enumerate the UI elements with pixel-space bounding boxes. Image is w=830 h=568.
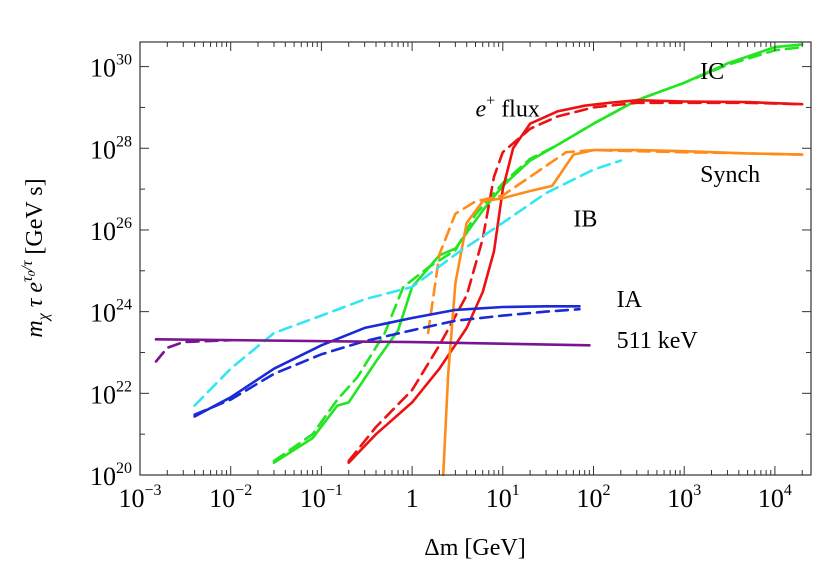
y-label-exp-tau: /τ: [19, 259, 36, 271]
x-tick-label: 101: [486, 482, 520, 513]
y-label-exp-tau0: τ: [19, 275, 36, 282]
series-ia-dash-line: [193, 307, 581, 416]
label-line511: 511 keV: [617, 328, 699, 354]
series-positron-dash-line: [347, 101, 804, 463]
series-ib-line: [193, 159, 623, 407]
label-ia: IA: [617, 287, 643, 313]
x-axis-label: Δm [GeV]: [424, 535, 525, 561]
y-label-e: e: [22, 282, 48, 293]
tick-labels: 10−3 10−2 10−1 1 101 102 103 104 1020 1022 1024 102…: [90, 52, 792, 513]
series-ia-line: [193, 305, 581, 418]
x-tick-label: 103: [667, 482, 701, 513]
y-label-exp-sub: 0: [26, 270, 38, 276]
label-ic: IC: [700, 59, 724, 85]
y-tick-label: 1030: [90, 52, 132, 83]
x-tick-label: 1: [406, 484, 419, 513]
curve-annotations: IC e+ flux Synch IB IA 511 keV: [476, 59, 761, 354]
series-line511-line: [154, 338, 591, 347]
label-ib: IB: [573, 207, 597, 233]
label-synch: Synch: [700, 162, 760, 188]
y-tick-label: 1024: [90, 297, 132, 328]
axis-ticks: [139, 42, 811, 476]
y-tick-label: 1020: [90, 460, 132, 491]
series-line511-dash-line: [154, 338, 232, 363]
x-tick-label: 10−3: [118, 482, 161, 513]
plot-curves: [154, 43, 804, 477]
x-tick-label: 102: [577, 482, 611, 513]
y-tick-label: 1028: [90, 133, 132, 164]
y-label-chi: χ: [35, 312, 52, 322]
y-label-units: [GeV s]: [22, 178, 48, 254]
x-tick-label: 10−2: [209, 482, 252, 513]
x-tick-label: 10−1: [300, 482, 343, 513]
y-axis-label: mχ τ eτ0/τ [GeV s]: [19, 178, 52, 337]
y-tick-label: 1026: [90, 215, 132, 246]
label-positron: e+ flux: [476, 92, 540, 122]
y-label-tau: τ: [22, 297, 48, 307]
series-positron-line: [347, 98, 804, 464]
y-tick-label: 1022: [90, 378, 132, 409]
x-tick-label: 104: [758, 482, 792, 513]
series-synch-dash-line: [426, 148, 804, 335]
y-label-m: m: [22, 320, 48, 337]
